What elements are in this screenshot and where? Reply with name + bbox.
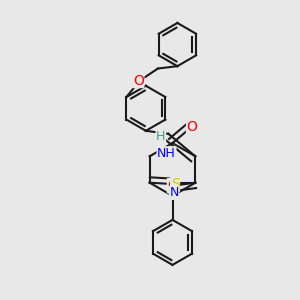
Text: O: O bbox=[167, 179, 178, 193]
Text: O: O bbox=[133, 74, 144, 88]
Text: O: O bbox=[187, 120, 197, 134]
Text: NH: NH bbox=[157, 147, 176, 160]
Text: N: N bbox=[169, 186, 179, 200]
Text: H: H bbox=[156, 130, 166, 143]
Text: S: S bbox=[171, 177, 179, 191]
